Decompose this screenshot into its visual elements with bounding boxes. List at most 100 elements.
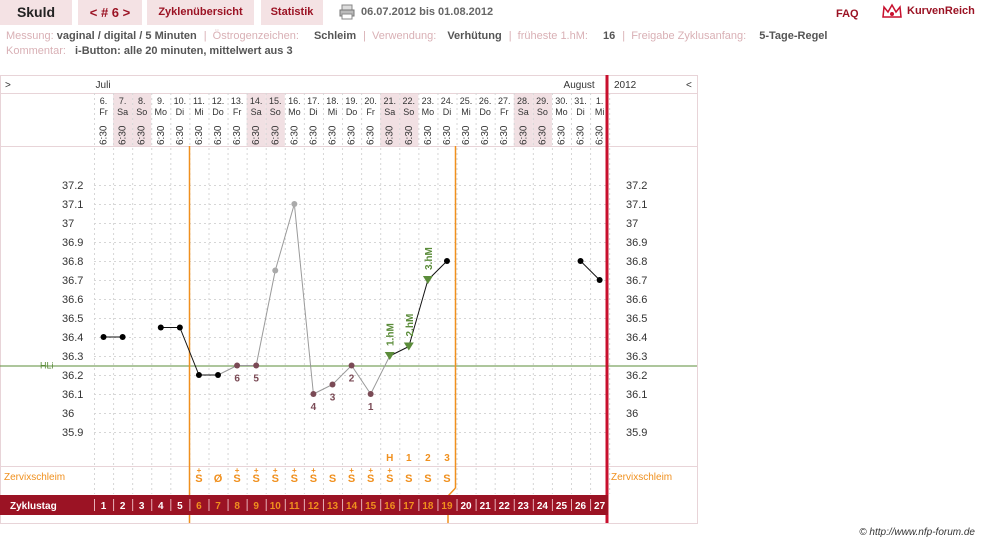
weekday: Do (212, 107, 224, 117)
mucus-plus: + (292, 466, 297, 475)
printer-icon[interactable] (339, 4, 355, 20)
weekend-bg (246, 93, 266, 146)
mucus-plus: + (387, 466, 392, 475)
measure-time: 6:30 (232, 125, 243, 145)
weekday: Mo (555, 107, 568, 117)
temp-line (255, 270, 276, 366)
mucus-symbol: S (367, 473, 374, 485)
weekday: Di (309, 107, 318, 117)
y-tick-right: 36.2 (626, 370, 647, 382)
cycle-day-number: 19 (441, 501, 453, 512)
nav-prev-arrow: > (5, 80, 11, 91)
mucus-symbol: S (386, 473, 393, 485)
crown-icon (881, 3, 903, 21)
low-number: 1 (368, 402, 374, 413)
mucus-symbol: Ø (214, 473, 223, 485)
weekday: Sa (518, 107, 529, 117)
month-label: August (564, 80, 595, 91)
y-tick-left: 36.8 (62, 256, 83, 268)
measure-time: 6:30 (442, 125, 453, 145)
weekday: Mi (595, 107, 605, 117)
y-tick-right: 36.4 (626, 332, 647, 344)
weekday: So (537, 107, 548, 117)
messung-value: vaginal / digital / 5 Minuten (56, 30, 197, 42)
mucus-plus: + (235, 466, 240, 475)
mucus-symbol: S (291, 473, 298, 485)
measure-time: 6:30 (423, 125, 434, 145)
mucus-row-label: Zervixschleim (611, 472, 672, 483)
weekend-bg (113, 93, 133, 146)
mucus-peak-label: 1 (406, 453, 412, 464)
cycle-day-number: 22 (499, 501, 511, 512)
temp-point (253, 362, 260, 369)
measure-time: 6:30 (461, 125, 472, 145)
mucus-symbol: S (233, 473, 240, 485)
top-bar: Skuld < # 6 > Zyklenübersicht Statistik … (0, 0, 981, 25)
day-number: 12. (212, 96, 225, 106)
mucus-plus: + (254, 466, 259, 475)
mucus-symbol: S (348, 473, 355, 485)
weekday: Di (176, 107, 185, 117)
month-label: Juli (96, 80, 111, 91)
weekday: Mo (288, 107, 301, 117)
y-tick-left: 37 (62, 218, 74, 230)
weekend-bg (399, 93, 419, 146)
freigabe-value: 5-Tage-Regel (759, 30, 828, 42)
low-number: 6 (234, 374, 240, 385)
day-number: 31. (574, 96, 587, 106)
cycle-day-number: 5 (177, 501, 183, 512)
tab-overview[interactable]: Zyklenübersicht (147, 0, 254, 25)
temp-line (293, 203, 314, 395)
mucus-peak-label: H (386, 453, 393, 464)
verwendung-value: Verhütung (447, 30, 502, 42)
cycle-nav[interactable]: < # 6 > (78, 0, 142, 25)
measure-time: 6:30 (118, 125, 129, 145)
y-tick-left: 36.3 (62, 351, 83, 363)
y-tick-left: 36.1 (62, 389, 83, 401)
cycle-day-number: 2 (120, 501, 126, 512)
hm-label: 2.hM (405, 314, 416, 337)
day-number: 8. (138, 96, 146, 106)
weekday: Fr (366, 107, 375, 117)
y-tick-left: 37.2 (62, 180, 83, 192)
y-tick-right: 36.9 (626, 237, 647, 249)
weekday: Fr (500, 107, 509, 117)
temp-point (176, 324, 183, 331)
day-number: 20. (364, 96, 377, 106)
cycle-day-number: 14 (346, 501, 358, 512)
temp-point (348, 362, 355, 369)
weekend-bg (513, 93, 533, 146)
day-number: 10. (174, 96, 187, 106)
low-number: 2 (349, 374, 355, 385)
weekday: Mi (194, 107, 204, 117)
measure-time: 6:30 (385, 125, 396, 145)
tab-statistics[interactable]: Statistik (261, 0, 323, 25)
measure-time: 6:30 (289, 125, 300, 145)
y-tick-right: 37 (626, 218, 638, 230)
day-number: 15. (269, 96, 282, 106)
y-tick-right: 37.1 (626, 199, 647, 211)
faq-link[interactable]: FAQ (836, 8, 859, 20)
hm-label: 3.hM (424, 247, 435, 270)
day-number: 24. (441, 96, 454, 106)
mucus-plus: + (311, 466, 316, 475)
cycle-day-number: 24 (537, 501, 549, 512)
mucus-symbol: S (405, 473, 412, 485)
weekday: Mi (328, 107, 338, 117)
temp-line (408, 279, 429, 347)
temp-line (332, 365, 352, 385)
mucus-symbol: S (272, 473, 279, 485)
cycle-title: Skuld (0, 0, 72, 25)
freigabe-label: Freigabe Zyklusanfang: (631, 30, 747, 42)
temp-line (274, 203, 295, 271)
low-number: 4 (311, 402, 317, 413)
mucus-peak-label: 3 (444, 453, 450, 464)
kommentar-label: Kommentar: (6, 45, 66, 57)
brand-logo[interactable]: KurvenReich (907, 5, 975, 17)
mucus-symbol: S (329, 473, 336, 485)
y-tick-left: 36.9 (62, 237, 83, 249)
temp-point (310, 391, 317, 397)
weekday: Do (479, 107, 491, 117)
weekend-bg (532, 93, 552, 146)
low-number: 5 (253, 374, 259, 385)
